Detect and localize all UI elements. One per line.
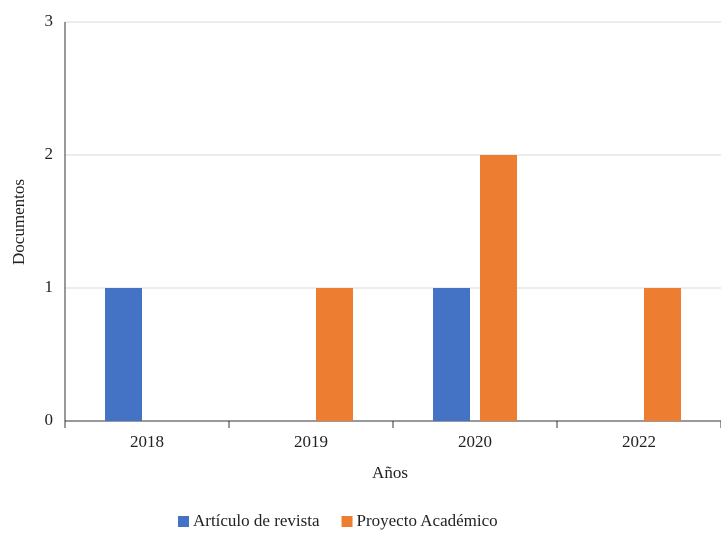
bar	[433, 288, 470, 421]
x-tick-label: 2018	[130, 432, 164, 451]
bar	[480, 155, 517, 421]
y-tick-label: 1	[45, 277, 54, 296]
legend-swatch	[178, 516, 189, 527]
y-tick-label: 3	[45, 11, 54, 30]
legend-label: Artículo de revista	[193, 511, 320, 530]
x-tick-label: 2020	[458, 432, 492, 451]
y-tick-label: 2	[45, 144, 54, 163]
x-tick-label: 2019	[294, 432, 328, 451]
x-axis-label: Años	[372, 463, 408, 482]
x-tick-label: 2022	[622, 432, 656, 451]
bar	[316, 288, 353, 421]
legend-label: Proyecto Académico	[357, 511, 498, 530]
y-tick-label: 0	[45, 410, 54, 429]
bar	[644, 288, 681, 421]
y-axis-label: Documentos	[9, 179, 28, 265]
bar	[105, 288, 142, 421]
legend-swatch	[341, 516, 353, 527]
